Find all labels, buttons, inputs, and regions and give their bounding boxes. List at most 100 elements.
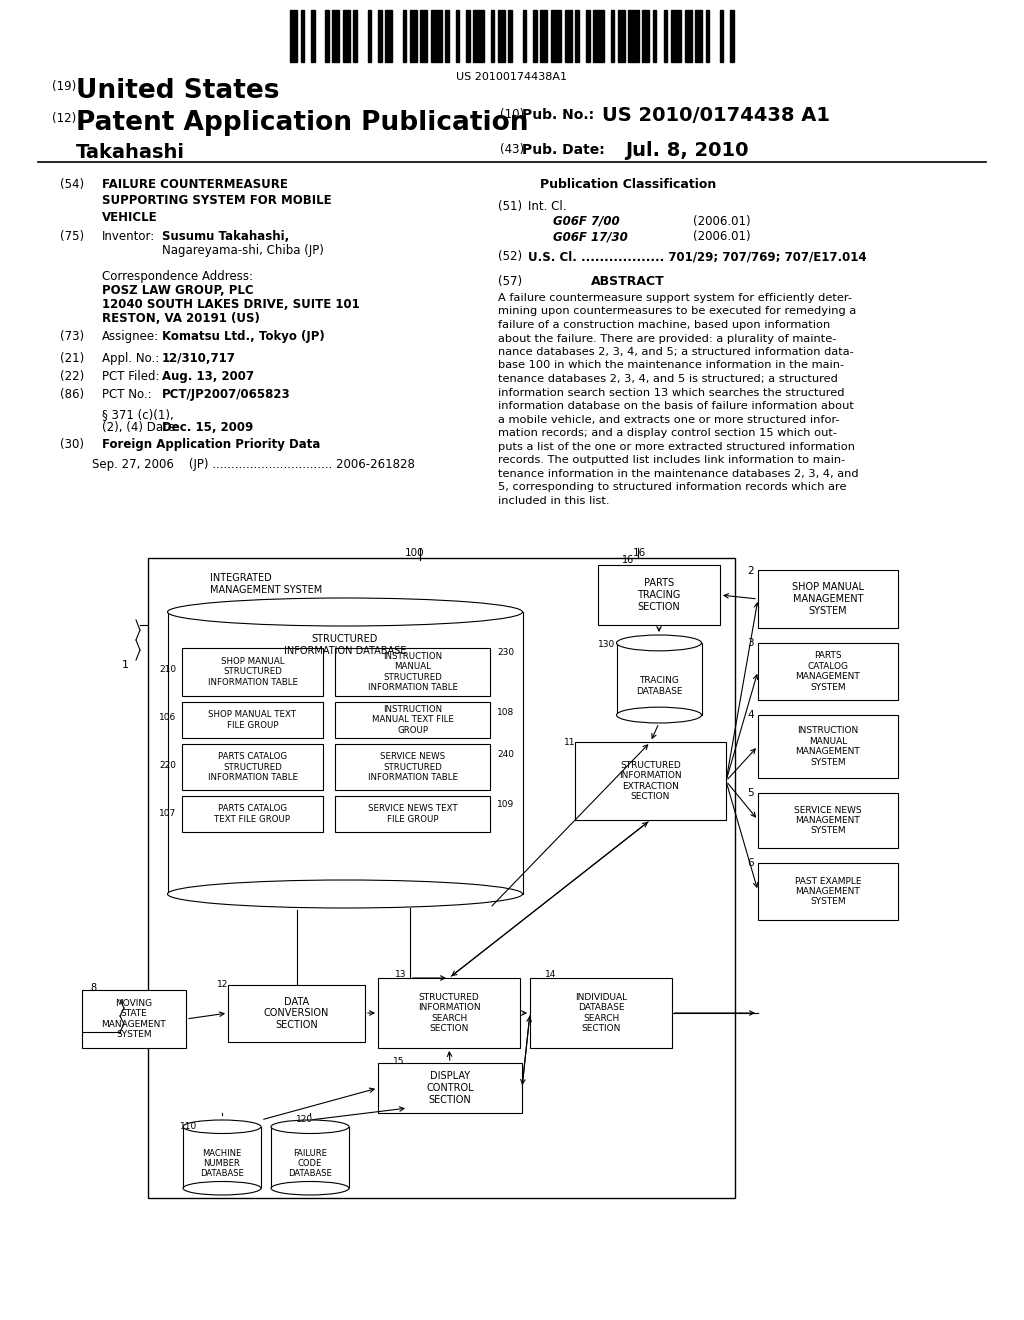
Text: MACHINE
NUMBER
DATABASE: MACHINE NUMBER DATABASE — [200, 1148, 244, 1179]
Bar — [629, 11, 639, 62]
Text: (10): (10) — [500, 108, 524, 121]
Text: 5, corresponding to structured information records which are: 5, corresponding to structured informati… — [498, 482, 847, 492]
Bar — [758, 863, 898, 920]
Text: mining upon countermeasures to be executed for remedying a: mining upon countermeasures to be execut… — [498, 306, 856, 317]
Text: 4: 4 — [748, 710, 754, 719]
Text: PARTS
TRACING
SECTION: PARTS TRACING SECTION — [637, 578, 681, 611]
Text: 15: 15 — [393, 1057, 404, 1067]
Bar — [182, 744, 323, 789]
Bar — [720, 11, 723, 62]
Text: about the failure. There are provided: a plurality of mainte-: about the failure. There are provided: a… — [498, 334, 837, 343]
Bar — [421, 11, 427, 62]
Text: INSTRUCTION
MANUAL TEXT FILE
GROUP: INSTRUCTION MANUAL TEXT FILE GROUP — [372, 705, 454, 735]
Bar — [326, 11, 329, 62]
Text: 106: 106 — [159, 714, 176, 722]
Text: (30): (30) — [60, 438, 84, 451]
Text: PAST EXAMPLE
MANAGEMENT
SYSTEM: PAST EXAMPLE MANAGEMENT SYSTEM — [795, 876, 861, 907]
Bar — [335, 702, 490, 738]
Text: FAILURE COUNTERMEASURE
SUPPORTING SYSTEM FOR MOBILE
VEHICLE: FAILURE COUNTERMEASURE SUPPORTING SYSTEM… — [102, 178, 332, 224]
Text: POSZ LAW GROUP, PLC: POSZ LAW GROUP, PLC — [102, 284, 254, 297]
Bar — [335, 796, 490, 832]
Ellipse shape — [183, 1181, 261, 1195]
Text: 107: 107 — [159, 808, 176, 817]
Bar — [182, 796, 323, 832]
Bar — [498, 11, 505, 62]
Text: (21): (21) — [60, 352, 84, 366]
Text: SHOP MANUAL
MANAGEMENT
SYSTEM: SHOP MANUAL MANAGEMENT SYSTEM — [792, 582, 864, 615]
Text: U.S. Cl. .................. 701/29; 707/769; 707/E17.014: U.S. Cl. .................. 701/29; 707/… — [528, 249, 866, 263]
Text: SERVICE NEWS
MANAGEMENT
SYSTEM: SERVICE NEWS MANAGEMENT SYSTEM — [795, 805, 862, 836]
Text: PARTS CATALOG
STRUCTURED
INFORMATION TABLE: PARTS CATALOG STRUCTURED INFORMATION TAB… — [208, 752, 298, 781]
Bar — [311, 11, 314, 62]
Text: PCT/JP2007/065823: PCT/JP2007/065823 — [162, 388, 291, 401]
Text: (75): (75) — [60, 230, 84, 243]
Bar — [671, 11, 681, 62]
Bar — [431, 11, 441, 62]
Text: MOVING
STATE
MANAGEMENT
SYSTEM: MOVING STATE MANAGEMENT SYSTEM — [101, 999, 166, 1039]
Bar — [402, 11, 407, 62]
Bar — [598, 565, 720, 624]
Text: RESTON, VA 20191 (US): RESTON, VA 20191 (US) — [102, 312, 260, 325]
Text: Susumu Takahashi,: Susumu Takahashi, — [162, 230, 289, 243]
Text: Foreign Application Priority Data: Foreign Application Priority Data — [102, 438, 321, 451]
Bar — [758, 570, 898, 628]
Text: 14: 14 — [545, 970, 556, 979]
Text: (51): (51) — [498, 201, 522, 213]
Bar — [290, 11, 297, 62]
Bar — [565, 11, 572, 62]
Bar — [182, 702, 323, 738]
Text: information database on the basis of failure information about: information database on the basis of fai… — [498, 401, 854, 411]
Text: STRUCTURED
INFORMATION
EXTRACTION
SECTION: STRUCTURED INFORMATION EXTRACTION SECTIO… — [620, 760, 682, 801]
Ellipse shape — [616, 635, 701, 651]
Text: 109: 109 — [497, 800, 514, 809]
Bar — [509, 11, 512, 62]
Ellipse shape — [271, 1181, 349, 1195]
Text: STRUCTURED
INFORMATION DATABASE: STRUCTURED INFORMATION DATABASE — [284, 634, 407, 656]
Text: Correspondence Address:: Correspondence Address: — [102, 271, 253, 282]
Text: Komatsu Ltd., Tokyo (JP): Komatsu Ltd., Tokyo (JP) — [162, 330, 325, 343]
Text: (54): (54) — [60, 178, 84, 191]
Bar — [148, 558, 735, 1199]
Text: Inventor:: Inventor: — [102, 230, 156, 243]
Text: (2), (4) Date:: (2), (4) Date: — [102, 421, 179, 434]
Bar — [301, 11, 304, 62]
Text: Pub. Date:: Pub. Date: — [522, 143, 605, 157]
Bar — [541, 11, 547, 62]
Text: US 2010/0174438 A1: US 2010/0174438 A1 — [602, 106, 830, 125]
Bar — [343, 11, 350, 62]
Bar — [228, 985, 365, 1041]
Text: SERVICE NEWS TEXT
FILE GROUP: SERVICE NEWS TEXT FILE GROUP — [368, 804, 458, 824]
Bar — [271, 1127, 349, 1188]
Text: ABSTRACT: ABSTRACT — [591, 275, 665, 288]
Text: (2006.01): (2006.01) — [693, 230, 751, 243]
Text: US 20100174438A1: US 20100174438A1 — [457, 73, 567, 82]
Bar — [642, 11, 649, 62]
Bar — [182, 648, 323, 696]
Text: 16: 16 — [633, 548, 646, 558]
Bar — [378, 978, 520, 1048]
Text: PCT Filed:: PCT Filed: — [102, 370, 160, 383]
Bar — [706, 11, 710, 62]
Ellipse shape — [183, 1119, 261, 1134]
Ellipse shape — [168, 880, 522, 908]
Text: a mobile vehicle, and extracts one or more structured infor-: a mobile vehicle, and extracts one or mo… — [498, 414, 840, 425]
Bar — [473, 11, 483, 62]
Bar — [685, 11, 692, 62]
Text: INTEGRATED
MANAGEMENT SYSTEM: INTEGRATED MANAGEMENT SYSTEM — [210, 573, 323, 595]
Text: 1: 1 — [122, 660, 129, 671]
Bar — [183, 1127, 261, 1188]
Bar — [575, 742, 726, 820]
Text: (86): (86) — [60, 388, 84, 401]
Bar — [617, 11, 625, 62]
Text: INDIVIDUAL
DATABASE
SEARCH
SECTION: INDIVIDUAL DATABASE SEARCH SECTION — [574, 993, 627, 1034]
Text: 100: 100 — [406, 548, 425, 558]
Text: INSTRUCTION
MANUAL
STRUCTURED
INFORMATION TABLE: INSTRUCTION MANUAL STRUCTURED INFORMATIO… — [368, 652, 458, 692]
Text: G06F 17/30: G06F 17/30 — [553, 230, 628, 243]
Text: Int. Cl.: Int. Cl. — [528, 201, 566, 213]
Bar — [335, 648, 490, 696]
Text: 120: 120 — [296, 1115, 313, 1125]
Text: included in this list.: included in this list. — [498, 495, 609, 506]
Bar — [758, 715, 898, 777]
Text: tenance databases 2, 3, 4, and 5 is structured; a structured: tenance databases 2, 3, 4, and 5 is stru… — [498, 374, 838, 384]
Text: base 100 in which the maintenance information in the main-: base 100 in which the maintenance inform… — [498, 360, 844, 371]
